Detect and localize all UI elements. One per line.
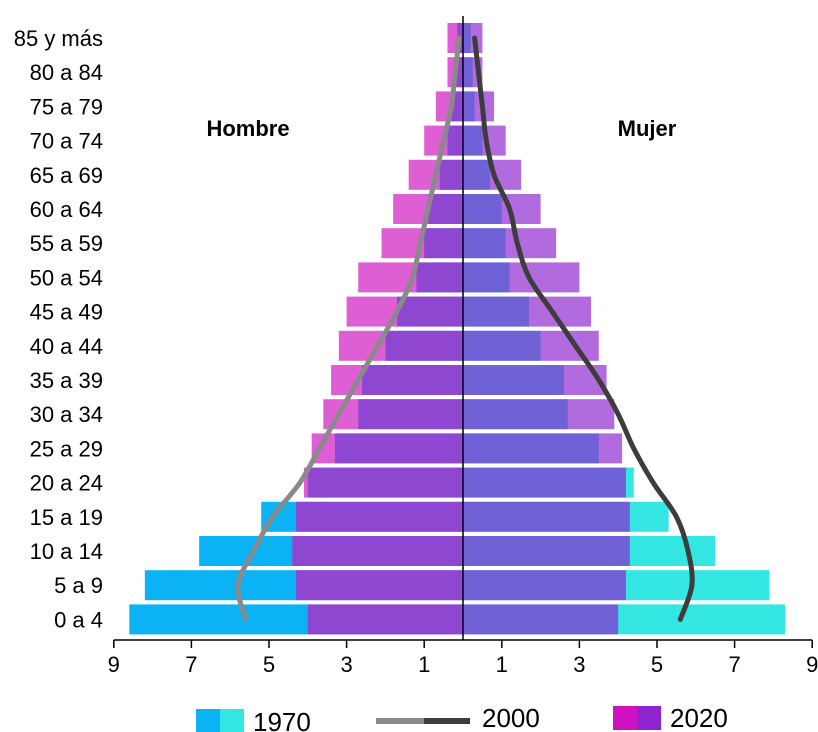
age-group-label: 15 a 19 — [30, 505, 103, 530]
axes: 9 7 5 3 1 1 3 5 7 9 — [108, 16, 818, 677]
bar-2020-mujer — [463, 91, 495, 122]
bar-2020-hombre — [296, 570, 463, 601]
side-label-hombre: Hombre — [206, 116, 289, 141]
bar-2020-mujer — [463, 296, 592, 327]
bar-2020-hombre — [296, 501, 463, 532]
x-tick-label: 9 — [806, 652, 818, 677]
lines-2000 — [235, 35, 695, 622]
legend-1970-swatch-mujer — [220, 709, 244, 732]
x-tick-label: 3 — [573, 652, 585, 677]
x-tick-label: 1 — [496, 652, 508, 677]
legend: 1970 2000 2020 — [196, 703, 728, 732]
age-group-label: 30 a 34 — [30, 402, 103, 427]
x-tick-label: 3 — [340, 652, 352, 677]
bar-2020-hombre — [303, 467, 463, 498]
age-group-label: 40 a 44 — [30, 334, 103, 359]
side-label-mujer: Mujer — [618, 116, 677, 141]
bar-2020-hombre — [338, 330, 463, 361]
legend-2020-swatch-hombre — [613, 706, 637, 730]
age-group-label: 70 a 74 — [30, 129, 103, 154]
bars-2020 — [292, 23, 630, 635]
age-group-label: 60 a 64 — [30, 197, 103, 222]
bar-2020-hombre — [307, 604, 463, 635]
labels: 85 y más 80 a 84 75 a 79 70 a 74 65 a 69 60 a… — [14, 26, 677, 632]
bar-2020-mujer — [463, 467, 626, 498]
bar-2020-hombre — [311, 433, 463, 464]
x-tick-label: 9 — [108, 652, 120, 677]
age-group-label: 25 a 29 — [30, 436, 103, 461]
age-group-label: 0 a 4 — [54, 607, 103, 632]
age-group-label: 45 a 49 — [30, 300, 103, 325]
age-group-label: 5 a 9 — [54, 573, 103, 598]
age-group-label: 75 a 79 — [30, 94, 103, 119]
age-group-label: 85 y más — [14, 26, 103, 51]
bar-2020-mujer — [463, 228, 557, 259]
bar-2020-mujer — [463, 194, 541, 224]
bar-2020-mujer — [463, 570, 626, 601]
age-group-label: 80 a 84 — [30, 60, 103, 85]
age-group-label: 55 a 59 — [30, 231, 103, 256]
age-group-label: 65 a 69 — [30, 163, 103, 188]
x-tick-label: 7 — [185, 652, 197, 677]
x-tick-label: 5 — [263, 652, 275, 677]
legend-1970-swatch-hombre — [196, 709, 220, 732]
x-tick-label: 1 — [418, 652, 430, 677]
legend-1970-label: 1970 — [253, 707, 311, 732]
line-2000-mujer — [472, 35, 695, 622]
bar-2020-mujer — [463, 536, 630, 566]
age-group-label: 50 a 54 — [30, 265, 103, 290]
x-tick-label: 5 — [651, 652, 663, 677]
bar-2020-hombre — [292, 536, 463, 566]
line-2000-hombre — [235, 35, 462, 622]
legend-2000-label: 2000 — [482, 703, 540, 732]
bar-2020-mujer — [463, 399, 615, 430]
bar-2020-mujer — [463, 365, 607, 395]
age-group-label: 20 a 24 — [30, 471, 103, 496]
bar-2020-mujer — [463, 433, 623, 464]
age-group-label: 10 a 14 — [30, 539, 103, 564]
age-group-label: 35 a 39 — [30, 368, 103, 393]
x-tick-label: 7 — [728, 652, 740, 677]
bar-2020-mujer — [463, 604, 619, 635]
bar-2020-mujer — [463, 262, 580, 293]
bar-2020-mujer — [463, 501, 630, 532]
legend-2020-label: 2020 — [670, 703, 728, 732]
legend-2020-swatch-mujer — [637, 706, 661, 730]
